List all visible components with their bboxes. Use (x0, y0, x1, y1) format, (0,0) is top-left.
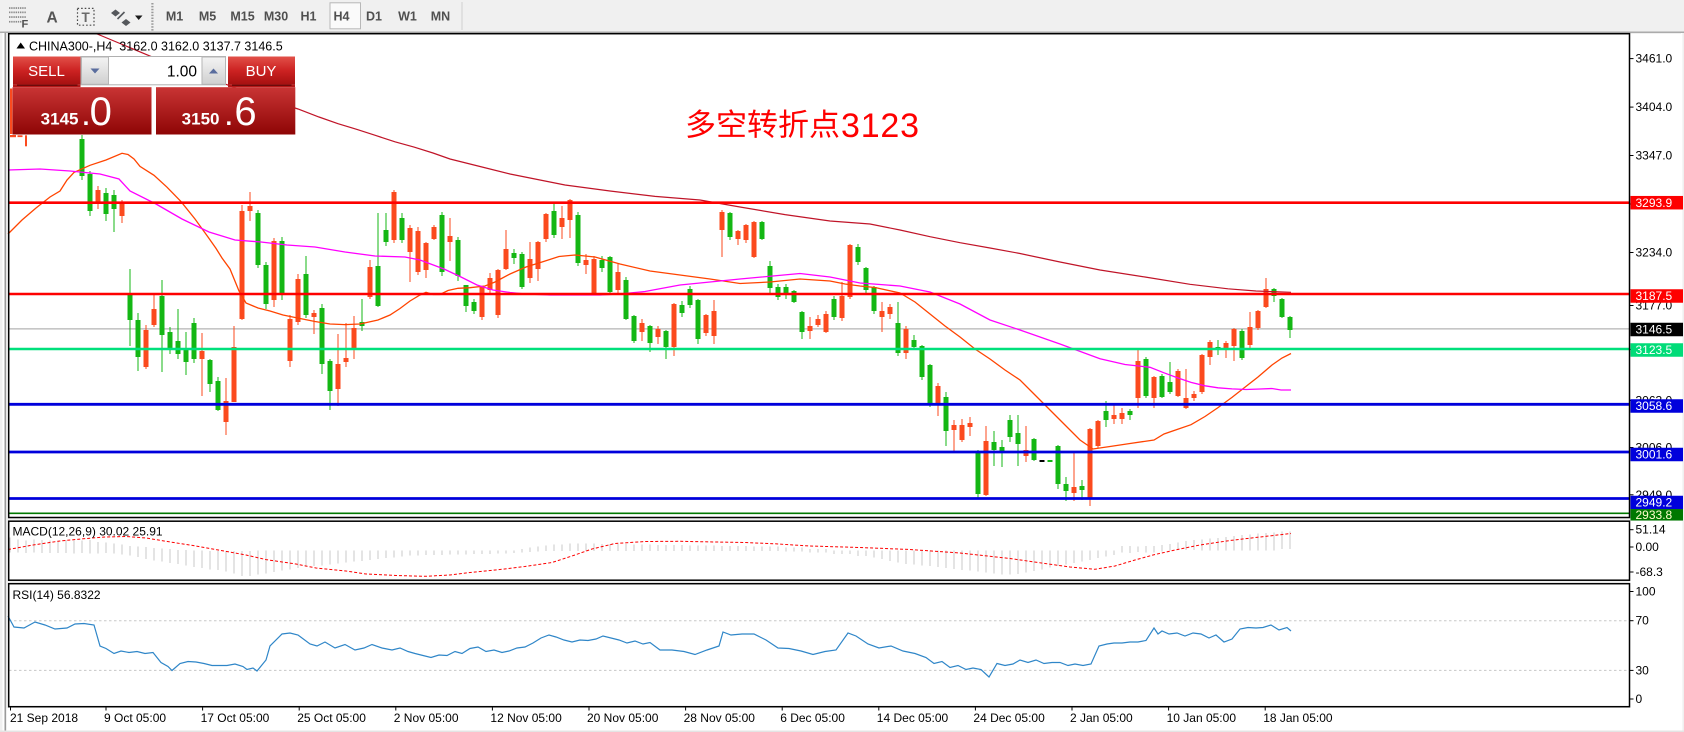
svg-text:0: 0 (90, 90, 112, 134)
svg-text:M1: M1 (166, 10, 183, 24)
svg-text:MN: MN (431, 10, 450, 24)
svg-text:M5: M5 (199, 10, 216, 24)
svg-text:D1: D1 (366, 10, 382, 24)
svg-text:BUY: BUY (246, 63, 277, 80)
svg-text:A: A (47, 9, 58, 26)
svg-text:20 Nov 05:00: 20 Nov 05:00 (587, 711, 659, 725)
svg-text:W1: W1 (398, 10, 417, 24)
svg-text:H1: H1 (301, 10, 317, 24)
svg-text:6 Dec 05:00: 6 Dec 05:00 (780, 711, 845, 725)
svg-text:3145: 3145 (41, 110, 79, 129)
svg-text:25 Oct 05:00: 25 Oct 05:00 (297, 711, 366, 725)
svg-text:3150: 3150 (182, 110, 220, 129)
svg-text:3293.9: 3293.9 (1636, 196, 1673, 210)
svg-text:21 Sep 2018: 21 Sep 2018 (10, 711, 78, 725)
svg-text:2 Jan 05:00: 2 Jan 05:00 (1070, 711, 1133, 725)
svg-text:CHINA300-,H4 3162.0 3162.0 31: CHINA300-,H4 3162.0 3162.0 3137.7 3146.5 (29, 40, 283, 54)
svg-text:3058.6: 3058.6 (1636, 399, 1673, 413)
svg-text:3123.5: 3123.5 (1636, 343, 1673, 357)
svg-text:3001.6: 3001.6 (1636, 448, 1673, 462)
svg-text:14 Dec 05:00: 14 Dec 05:00 (877, 711, 949, 725)
svg-text:0.00: 0.00 (1636, 540, 1660, 554)
svg-text:70: 70 (1636, 614, 1650, 628)
svg-text:RSI(14) 56.8322: RSI(14) 56.8322 (13, 588, 101, 602)
svg-text:T: T (82, 10, 91, 25)
svg-text:3461.0: 3461.0 (1636, 52, 1673, 66)
svg-text:3234.0: 3234.0 (1636, 246, 1673, 260)
svg-text:MACD(12,26,9) 30.02 25.91: MACD(12,26,9) 30.02 25.91 (13, 524, 163, 538)
svg-text:3347.0: 3347.0 (1636, 149, 1673, 163)
svg-text:H4: H4 (334, 10, 350, 24)
svg-text:6: 6 (234, 90, 256, 134)
svg-text:SELL: SELL (28, 63, 65, 80)
svg-text:2 Nov 05:00: 2 Nov 05:00 (394, 711, 459, 725)
svg-text:18 Jan 05:00: 18 Jan 05:00 (1263, 711, 1333, 725)
svg-text:10 Jan 05:00: 10 Jan 05:00 (1167, 711, 1237, 725)
svg-text:.: . (83, 104, 90, 131)
svg-text:1.00: 1.00 (167, 64, 198, 81)
svg-text:F: F (22, 19, 29, 31)
svg-text:17 Oct 05:00: 17 Oct 05:00 (201, 711, 270, 725)
svg-text:3404.0: 3404.0 (1636, 100, 1673, 114)
svg-text:3146.5: 3146.5 (1636, 323, 1673, 337)
svg-text:3123: 3123 (841, 107, 920, 145)
svg-text:-68.3: -68.3 (1636, 565, 1664, 579)
svg-text:M30: M30 (264, 10, 288, 24)
svg-text:9 Oct 05:00: 9 Oct 05:00 (104, 711, 166, 725)
svg-text:0: 0 (1636, 692, 1643, 706)
svg-text:100: 100 (1636, 585, 1656, 599)
svg-text:51.14: 51.14 (1636, 523, 1666, 537)
svg-text:.: . (225, 104, 232, 131)
svg-text:2949.2: 2949.2 (1636, 496, 1673, 510)
svg-text:28 Nov 05:00: 28 Nov 05:00 (684, 711, 756, 725)
svg-text:3187.5: 3187.5 (1636, 289, 1673, 303)
svg-text:24 Dec 05:00: 24 Dec 05:00 (973, 711, 1045, 725)
svg-text:2933.8: 2933.8 (1636, 508, 1673, 522)
svg-text:30: 30 (1636, 663, 1650, 677)
svg-text:M15: M15 (230, 10, 254, 24)
svg-text:12 Nov 05:00: 12 Nov 05:00 (490, 711, 562, 725)
